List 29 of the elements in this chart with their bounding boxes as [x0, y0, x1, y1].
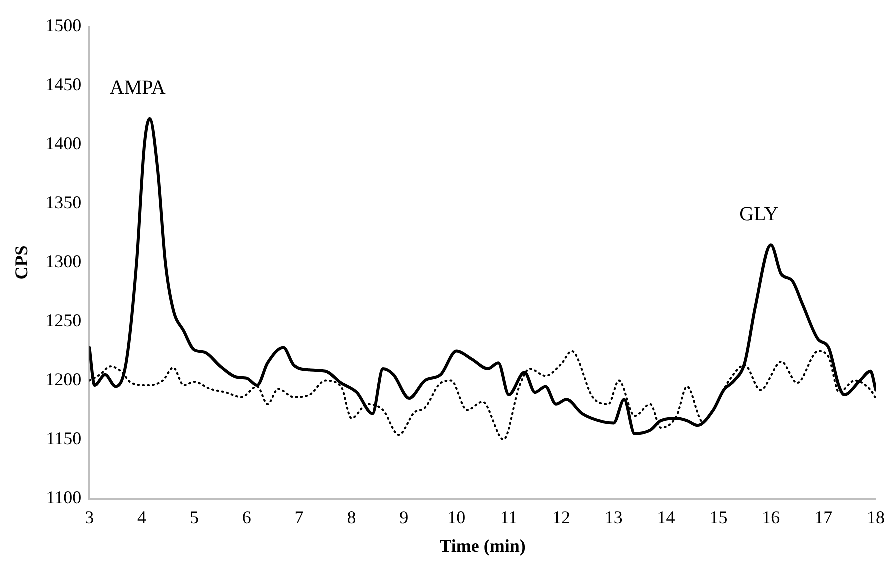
y-tick-label: 1100: [46, 488, 82, 508]
x-tick-label: 6: [242, 507, 252, 528]
x-tick-label: 9: [400, 507, 409, 528]
y-tick-label: 1200: [46, 370, 82, 390]
x-tick-label: 7: [294, 507, 304, 528]
y-axis-title: CPS: [11, 246, 32, 280]
x-tick-label: 3: [85, 507, 94, 528]
x-tick-label: 12: [552, 507, 570, 528]
annotation: AMPA: [110, 77, 166, 100]
x-tick-label: 18: [867, 507, 885, 528]
y-tick-label: 1450: [46, 74, 82, 95]
y-tick-label: 1350: [46, 192, 82, 213]
y-tick-label: 1150: [46, 428, 82, 449]
annotation: GLY: [740, 203, 779, 226]
y-tick-label: 1250: [46, 310, 82, 331]
x-tick-label: 16: [762, 507, 780, 528]
y-tick-label: 1300: [46, 252, 82, 272]
x-tick-label: 17: [814, 507, 833, 528]
y-tick-label: 1500: [46, 16, 82, 36]
x-tick-label: 14: [657, 507, 676, 528]
x-tick-label: 4: [138, 507, 147, 528]
y-tick-label: 1400: [46, 134, 82, 154]
x-tick-label: 15: [710, 507, 728, 528]
x-tick-label: 10: [448, 507, 466, 528]
x-tick-label: 11: [500, 507, 518, 528]
x-tick-label: 5: [190, 507, 199, 528]
x-axis-title: Time (min): [440, 536, 526, 556]
x-tick-label: 8: [347, 507, 356, 528]
x-tick-label: 13: [604, 507, 623, 528]
